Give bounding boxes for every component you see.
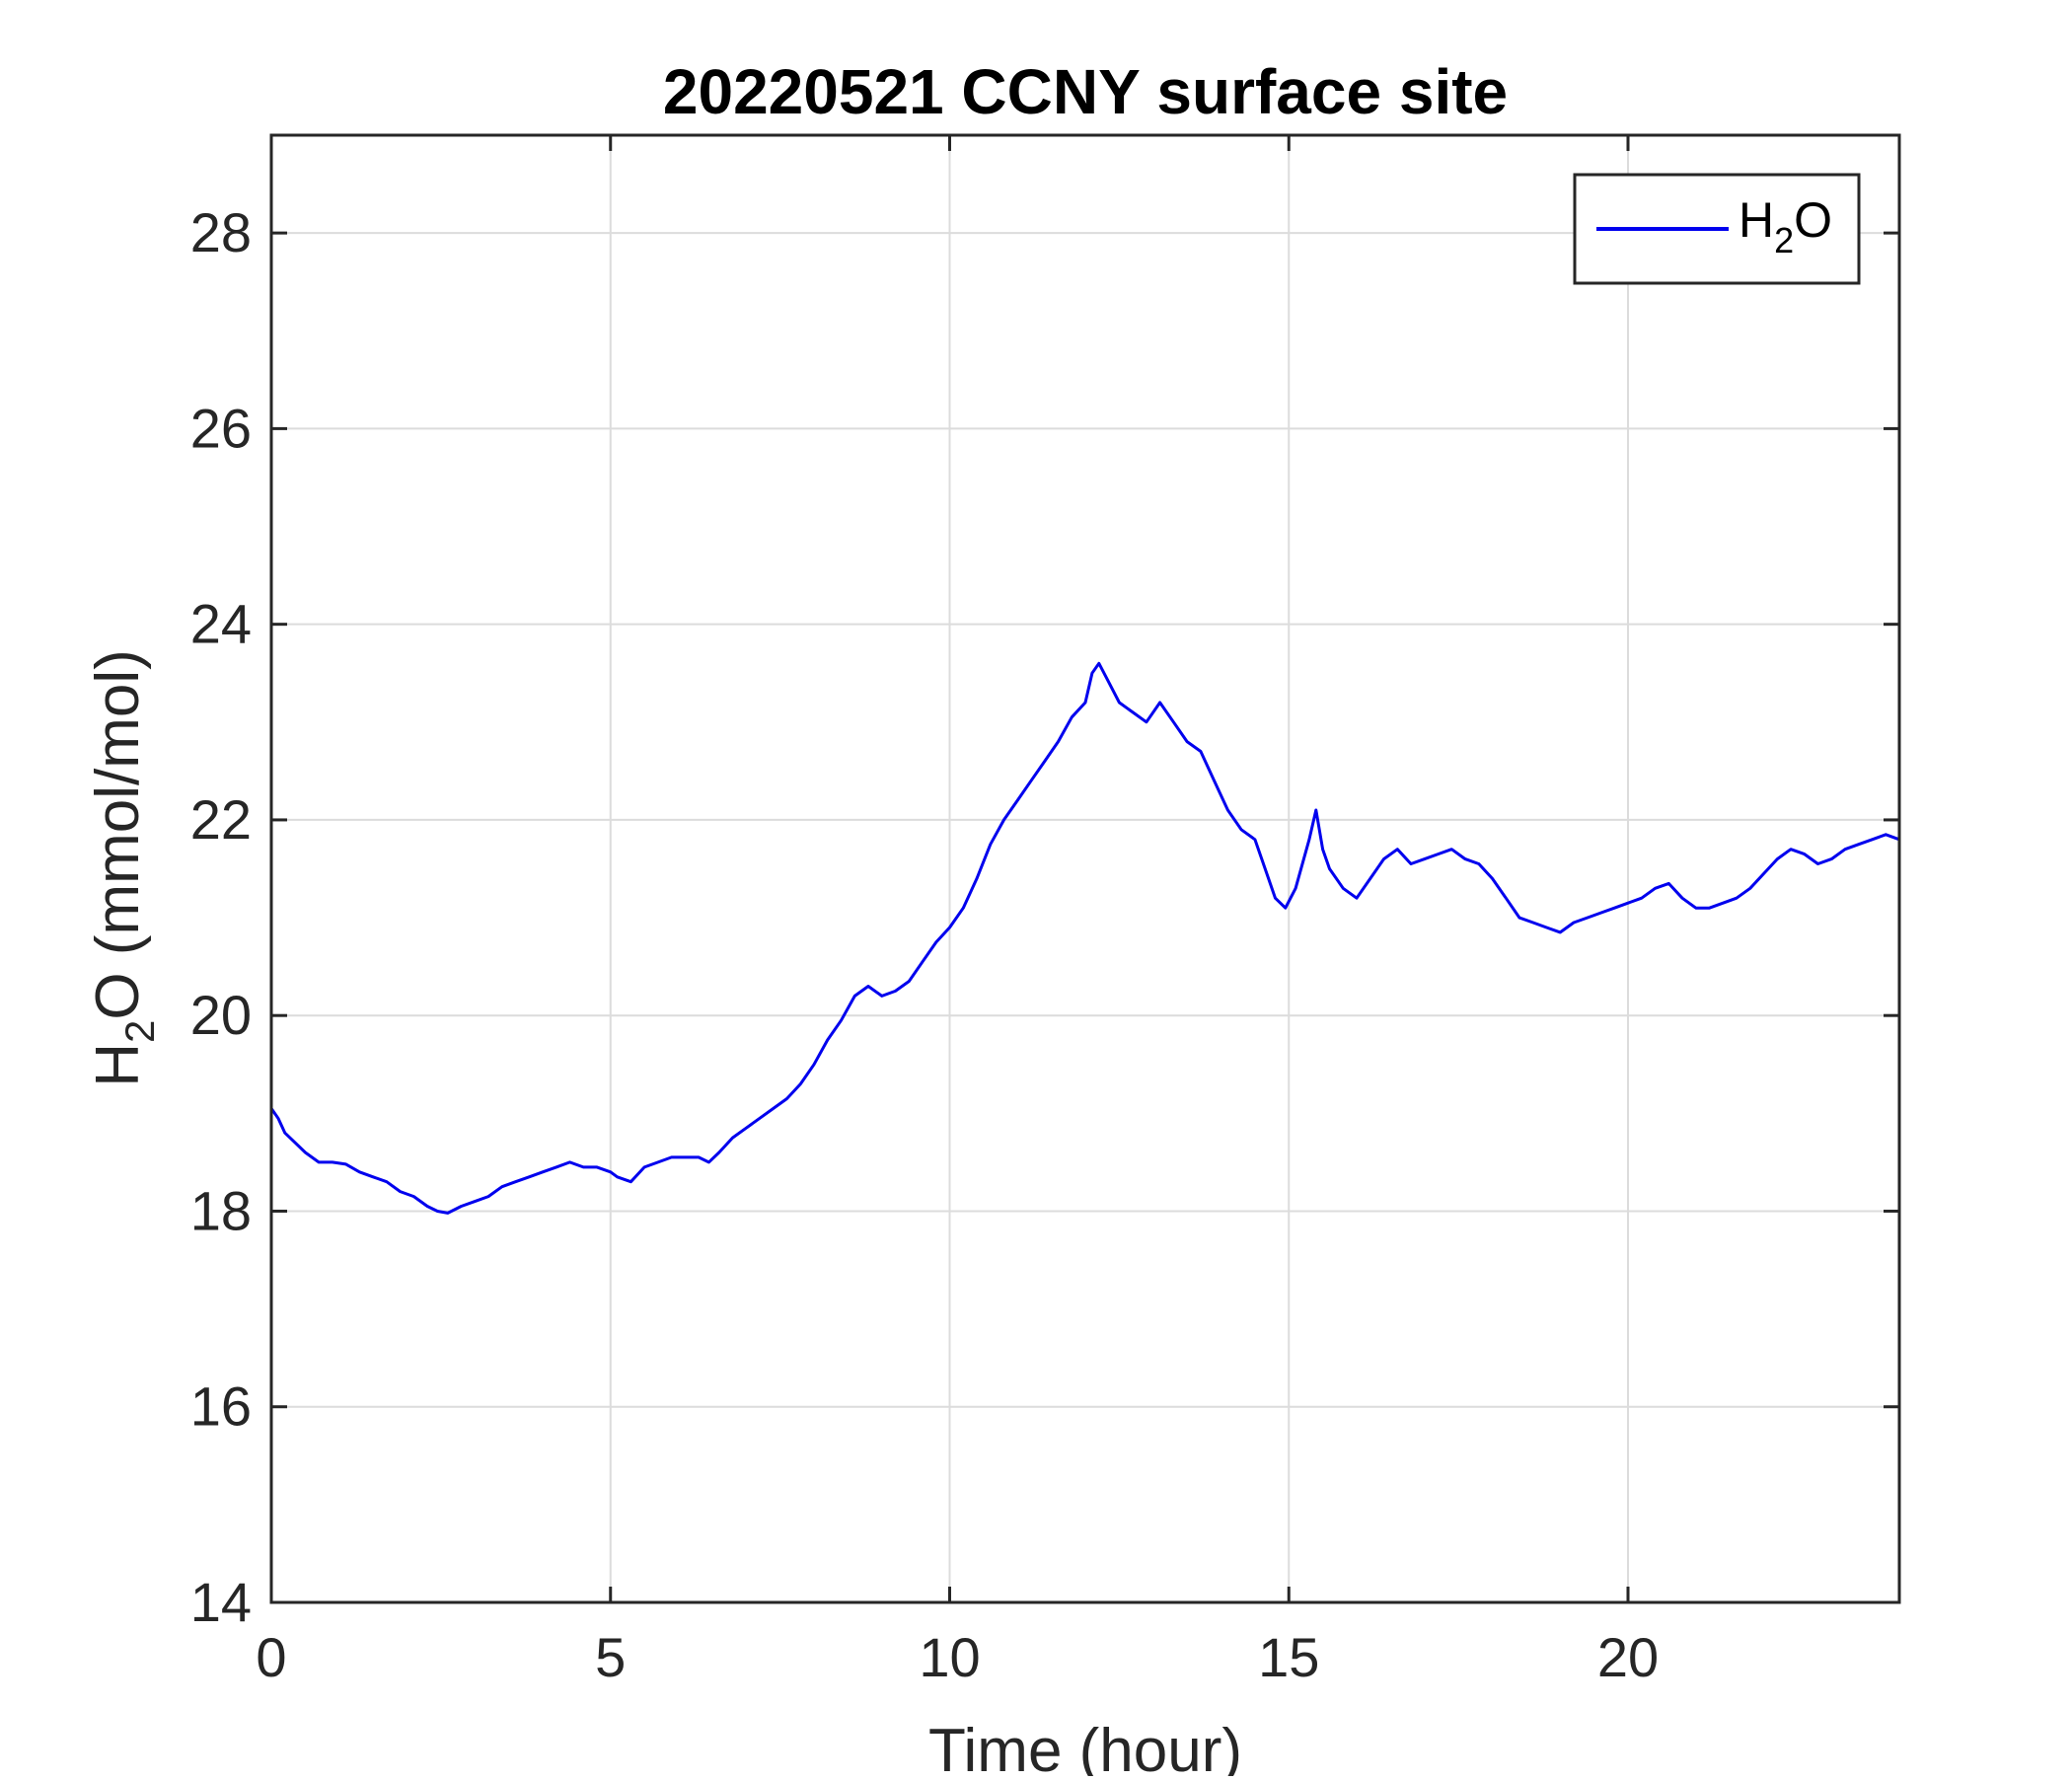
y-tick-label: 26 <box>190 397 252 459</box>
y-axis-label-subscript: 2 <box>116 1020 163 1043</box>
y-tick-label: 24 <box>190 593 252 655</box>
y-tick-label: 28 <box>190 201 252 263</box>
x-tick-label: 5 <box>595 1626 626 1688</box>
legend-label-subscript: 2 <box>1774 220 1794 260</box>
x-tick-label: 20 <box>1597 1626 1659 1688</box>
y-tick-label: 20 <box>190 984 252 1046</box>
x-axis-label: Time (hour) <box>928 1717 1242 1776</box>
y-tick-label: 14 <box>190 1571 252 1633</box>
x-tick-label: 0 <box>256 1626 286 1688</box>
chart-title: 20220521 CCNY surface site <box>663 56 1508 127</box>
legend: H2O <box>1573 173 1861 285</box>
y-tick-label: 18 <box>190 1179 252 1241</box>
legend-label-main: H <box>1739 192 1774 248</box>
x-tick-label: 15 <box>1258 1626 1319 1688</box>
h2o-series-line <box>269 661 1900 1215</box>
plot-border <box>269 133 1901 1604</box>
series-layer <box>269 661 1900 1215</box>
legend-label-rest: O <box>1794 192 1832 248</box>
y-axis-label-rest: O (mmol/mol) <box>84 649 152 1019</box>
plot-area <box>271 135 1899 1602</box>
y-tick-label: 16 <box>190 1375 252 1438</box>
tick-labels: 0 5 10 15 20 14 16 18 20 22 24 26 28 <box>190 201 1659 1688</box>
y-tick-label: 22 <box>190 788 252 851</box>
y-axis-label-main: H <box>84 1043 152 1087</box>
y-axis-label: H2O (mmol/mol) <box>84 649 163 1087</box>
x-tick-label: 10 <box>919 1626 980 1688</box>
legend-label: H2O <box>1739 192 1832 260</box>
ticks <box>269 135 1899 1604</box>
